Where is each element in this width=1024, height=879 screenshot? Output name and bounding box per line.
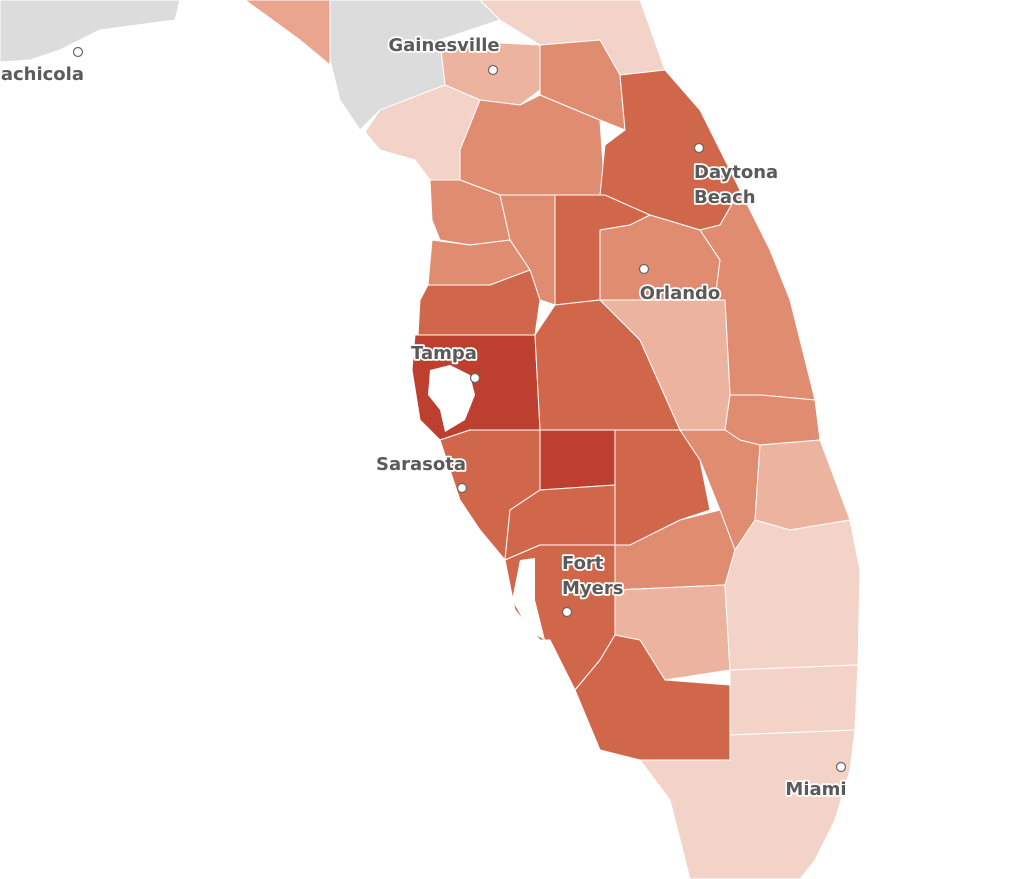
county — [244, 0, 331, 66]
city-dot — [693, 142, 705, 154]
city-label: Gainesville — [388, 35, 499, 56]
city-dot — [638, 263, 650, 275]
city-label: Myers — [562, 578, 623, 599]
county — [0, 0, 181, 63]
city-dot — [456, 482, 468, 494]
city-dot — [835, 761, 847, 773]
cities: Apalachicola Gainesville Daytona Beach O… — [0, 33, 848, 802]
city-dot — [561, 606, 573, 618]
city-label: Orlando — [640, 283, 721, 304]
city-dot — [469, 372, 481, 384]
county — [724, 394, 821, 446]
city-dot — [487, 64, 499, 76]
tampa-bay — [428, 365, 475, 432]
city-label: Tampa — [411, 343, 477, 364]
city-dot — [72, 46, 84, 58]
charlotte-harbor — [512, 558, 545, 640]
city-label: Beach — [694, 187, 756, 208]
city-label: Sarasota — [376, 454, 466, 475]
city-label: Daytona — [694, 162, 778, 183]
county — [539, 39, 626, 131]
county — [639, 729, 856, 879]
city-label: Fort — [562, 553, 604, 574]
county — [539, 429, 616, 491]
county — [724, 519, 861, 671]
county — [729, 664, 859, 736]
city-label: Apalachicola — [0, 64, 84, 85]
city-label: Miami — [785, 779, 846, 800]
